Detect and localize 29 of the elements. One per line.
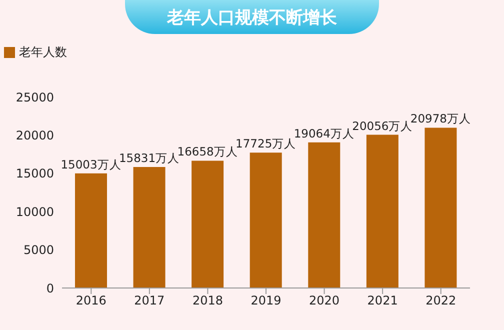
chart-title: 老年人口规模不断增长 [166,7,338,29]
x-tick-label: 2016 [76,294,106,308]
bar [192,160,224,288]
y-tick-label: 10000 [16,204,54,219]
y-tick-label: 20000 [16,128,54,142]
data-label: 15003万人 [60,157,122,172]
data-label: 17725万人 [236,136,296,151]
data-label: 16658万人 [177,144,238,159]
data-label: 19064万人 [294,126,354,140]
data-label: 20056万人 [352,118,413,133]
y-tick-label: 15000 [16,166,54,181]
bar [308,142,340,288]
bar [366,134,398,288]
bar [424,128,457,288]
x-tick-label: 2020 [309,294,340,308]
bar [75,173,107,288]
x-tick-label: 2019 [250,294,282,308]
legend-label: 老年人数 [19,45,67,59]
x-tick-label: 2021 [367,294,398,308]
data-label: 20978万人 [410,112,472,126]
data-label: 15831万人 [118,151,180,166]
y-tick-label: 5000 [23,243,54,258]
x-tick-label: 2017 [134,294,165,308]
y-tick-label: 25000 [16,90,54,104]
y-tick-label: 0 [46,281,54,296]
bar [133,167,166,288]
x-tick-label: 2018 [192,294,223,308]
x-tick-label: 2022 [426,294,456,308]
bar [250,152,282,288]
